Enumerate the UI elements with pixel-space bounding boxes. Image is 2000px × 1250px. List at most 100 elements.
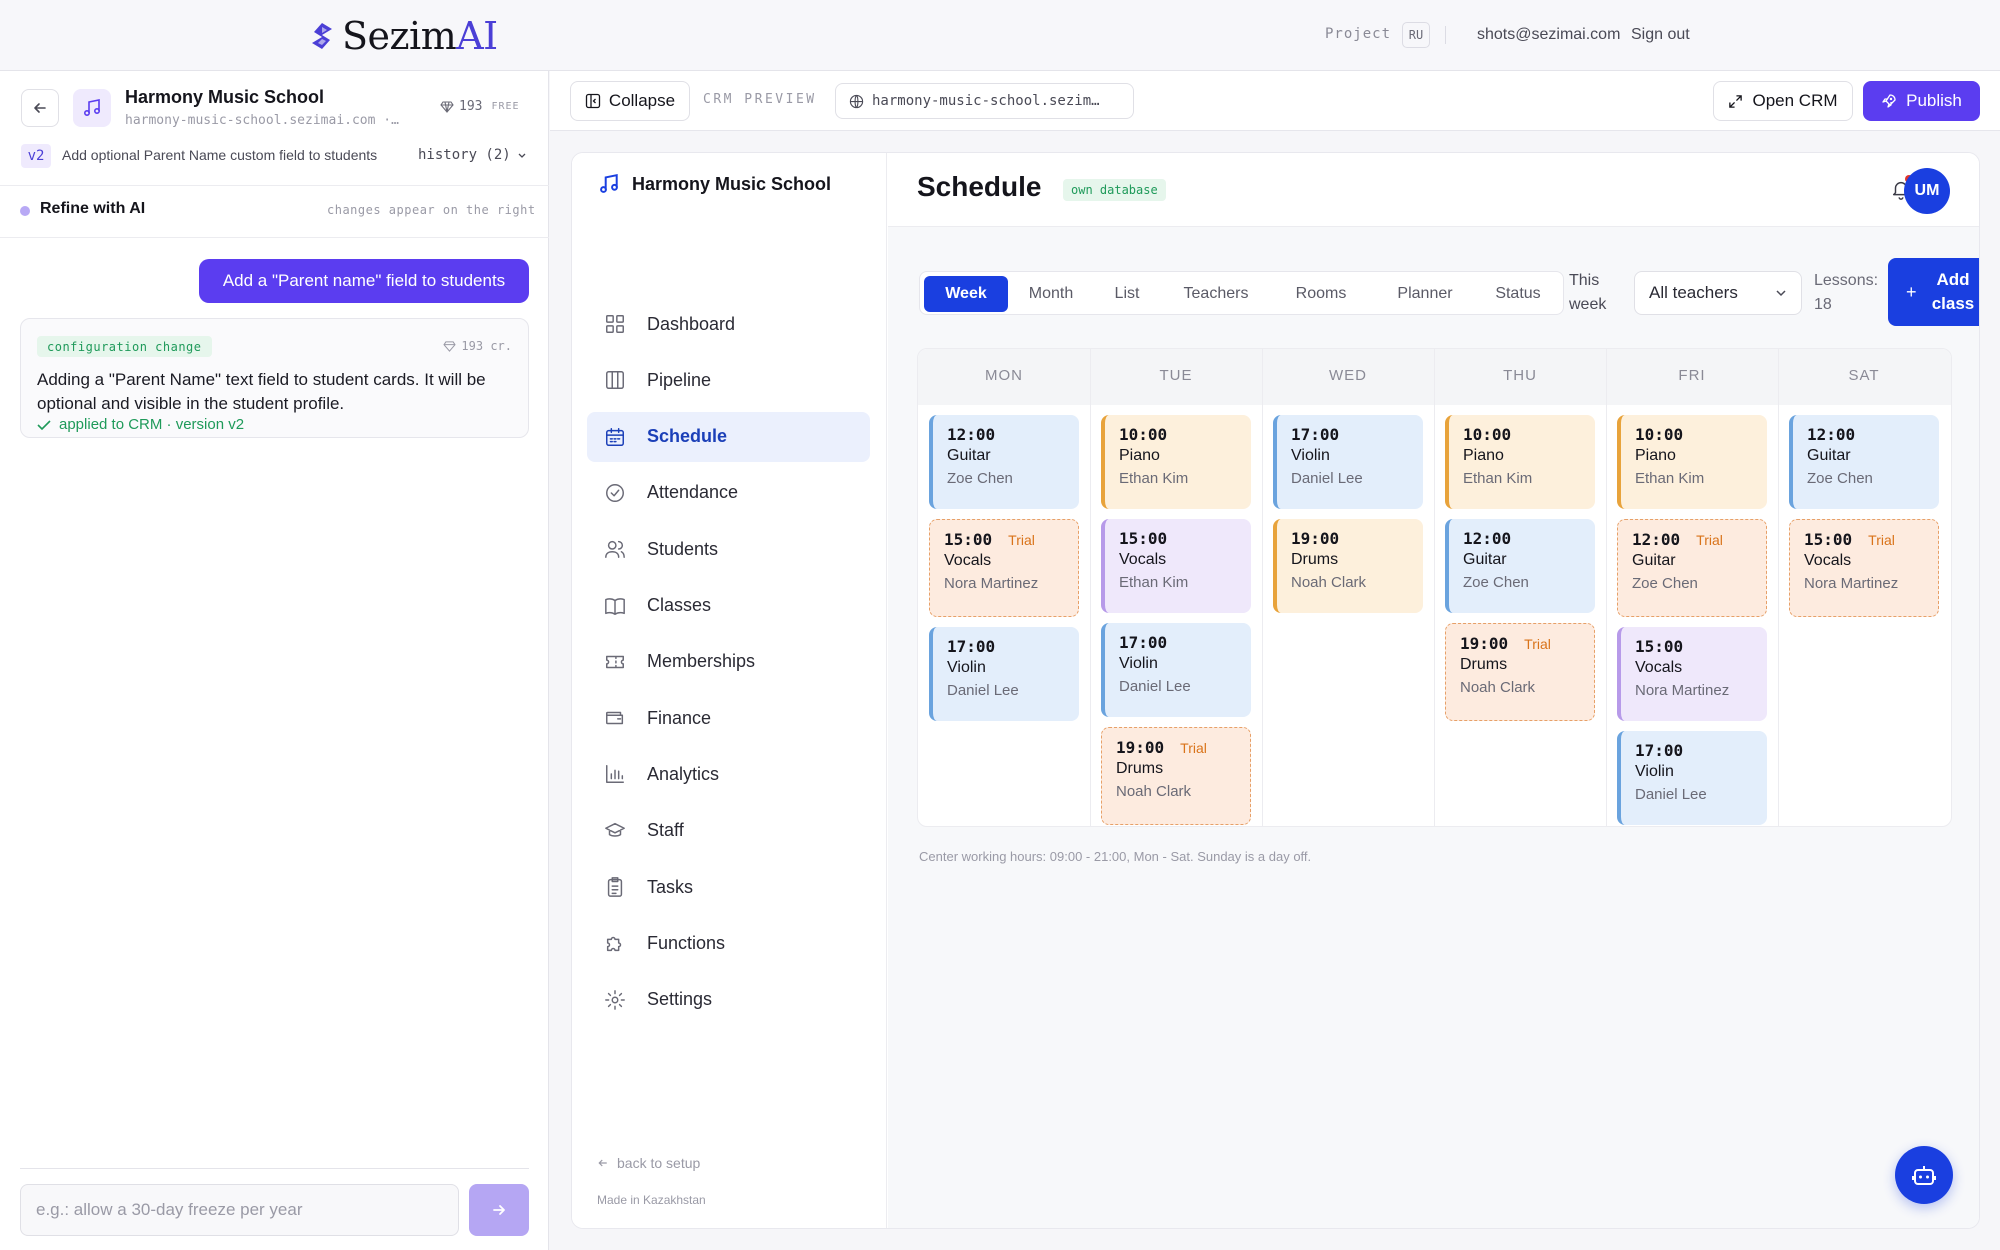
lesson-time: 10:00 <box>1463 425 1512 444</box>
lesson-course: Drums <box>1460 656 1508 673</box>
tab-rooms[interactable]: Rooms <box>1295 285 1347 302</box>
day-header-wed: WED <box>1329 367 1367 384</box>
collapse-button[interactable]: Collapse <box>570 81 690 121</box>
project-name: Harmony Music School <box>125 87 325 107</box>
credits-value: 193 <box>459 99 483 114</box>
open-crm-label: Open CRM <box>1752 91 1838 110</box>
sidebar-item-functions[interactable]: Functions <box>587 918 870 968</box>
sidebar-item-tasks[interactable]: Tasks <box>587 862 870 912</box>
lesson-card[interactable]: 19:00 Trial Drums Noah Clark <box>1101 727 1251 825</box>
lesson-card[interactable]: 15:00 Trial Vocals Nora Martinez <box>929 519 1079 617</box>
back-to-setup-label: back to setup <box>617 1155 701 1171</box>
open-crm-button[interactable]: Open CRM <box>1713 81 1853 121</box>
language-switch[interactable]: RU <box>1402 22 1430 48</box>
lesson-card[interactable]: 15:00 Trial Vocals Nora Martinez <box>1789 519 1939 617</box>
back-button[interactable] <box>21 89 59 127</box>
puzzle-icon <box>603 931 627 955</box>
ai-response-card: configuration change 193 cr. Adding a "P… <box>20 318 529 438</box>
publish-label: Publish <box>1906 91 1962 110</box>
trial-badge: Trial <box>1696 532 1723 548</box>
crm-main: Schedule own database UM Week Month List Te… <box>888 153 1979 1228</box>
tab-planner[interactable]: Planner <box>1397 285 1453 302</box>
lesson-course: Vocals <box>1119 551 1167 568</box>
users-icon <box>603 537 627 561</box>
lesson-card[interactable]: 15:00 Vocals Nora Martinez <box>1617 627 1767 721</box>
lesson-card[interactable]: 17:00 Violin Daniel Lee <box>929 627 1079 721</box>
chat-input[interactable]: e.g.: allow a 30-day freeze per year <box>20 1184 459 1236</box>
sidebar-item-analytics[interactable]: Analytics <box>587 749 870 799</box>
day-header-thu: THU <box>1503 367 1537 384</box>
sidebar-item-dashboard[interactable]: Dashboard <box>587 299 870 349</box>
lesson-card[interactable]: 19:00 Trial Drums Noah Clark <box>1445 623 1595 721</box>
lesson-time: 19:00 Trial <box>1116 738 1207 757</box>
lesson-card[interactable]: 10:00 Piano Ethan Kim <box>1101 415 1251 509</box>
lesson-teacher: Zoe Chen <box>1632 575 1698 592</box>
tab-week[interactable]: Week <box>924 276 1008 312</box>
sidebar-item-students[interactable]: Students <box>587 524 870 574</box>
config-change-tag: configuration change <box>37 336 212 357</box>
lesson-time: 17:00 <box>947 637 996 656</box>
lesson-card[interactable]: 17:00 Violin Daniel Lee <box>1617 731 1767 825</box>
sign-out-link[interactable]: Sign out <box>1631 26 1690 43</box>
tab-teachers[interactable]: Teachers <box>1183 285 1249 302</box>
tab-status[interactable]: Status <box>1495 285 1541 302</box>
project-label: Project <box>1325 26 1392 42</box>
lesson-card[interactable]: 12:00 Guitar Zoe Chen <box>929 415 1079 509</box>
crm-preview-label: CRM PREVIEW <box>703 92 817 107</box>
lesson-card[interactable]: 12:00 Guitar Zoe Chen <box>1445 519 1595 613</box>
lesson-card[interactable]: 10:00 Piano Ethan Kim <box>1617 415 1767 509</box>
sidebar-item-staff[interactable]: Staff <box>587 806 870 856</box>
send-button[interactable] <box>469 1184 529 1236</box>
sidebar-item-attendance[interactable]: Attendance <box>587 468 870 518</box>
sidebar-item-memberships[interactable]: Memberships <box>587 637 870 687</box>
sidebar-item-label: Settings <box>647 989 713 1010</box>
lesson-time: 12:00 Trial <box>1632 530 1723 549</box>
version-description: Add optional Parent Name custom field to… <box>62 147 378 163</box>
sidebar-item-pipeline[interactable]: Pipeline <box>587 355 870 405</box>
ai-assistant-button[interactable] <box>1895 1146 1953 1204</box>
this-week-button[interactable]: This week <box>1569 272 1607 313</box>
sidebar-item-label: Attendance <box>647 482 739 503</box>
sidebar-item-finance[interactable]: Finance <box>587 693 870 743</box>
lesson-card[interactable]: 19:00 Drums Noah Clark <box>1273 519 1423 613</box>
sezimai-logo[interactable]: SezimAI <box>310 14 498 58</box>
preview-url[interactable]: harmony-music-school.sezim… <box>835 83 1134 119</box>
add-class-button[interactable]: + Add class <box>1888 258 1979 326</box>
lesson-card[interactable]: 10:00 Piano Ethan Kim <box>1445 415 1595 509</box>
lesson-course: Violin <box>947 659 986 676</box>
crm-preview-frame: Harmony Music School Dashboard Pipeline Sc… <box>571 152 1980 1229</box>
column-divider <box>1778 349 1779 826</box>
logo-text: SezimAI <box>342 14 498 58</box>
publish-button[interactable]: Publish <box>1863 81 1980 121</box>
sidebar-item-settings[interactable]: Settings <box>587 975 870 1025</box>
sidebar-item-classes[interactable]: Classes <box>587 581 870 631</box>
lesson-card[interactable]: 17:00 Violin Daniel Lee <box>1273 415 1423 509</box>
avatar[interactable]: UM <box>1904 168 1950 214</box>
config-description: Adding a "Parent Name" text field to stu… <box>37 370 486 413</box>
week-calendar: MON TUE WED THU FRI SAT 12:00 Guitar Zoe Chen 15:… <box>917 348 1952 827</box>
applied-status: applied to CRM · version v2 <box>37 416 244 433</box>
column-divider <box>1262 349 1263 826</box>
lesson-card[interactable]: 12:00 Guitar Zoe Chen <box>1789 415 1939 509</box>
tab-list[interactable]: List <box>1114 285 1140 302</box>
sidebar-item-schedule[interactable]: Schedule <box>587 411 870 462</box>
sidebar-item-label: Pipeline <box>647 369 712 390</box>
made-in-label: Made in Kazakhstan <box>597 1193 706 1207</box>
lesson-card[interactable]: 12:00 Trial Guitar Zoe Chen <box>1617 519 1767 617</box>
lesson-card[interactable]: 17:00 Violin Daniel Lee <box>1101 623 1251 717</box>
history-dropdown[interactable]: history (2) <box>418 147 527 163</box>
back-to-setup-link[interactable]: back to setup <box>597 1155 700 1171</box>
column-divider <box>1434 349 1435 826</box>
tab-month[interactable]: Month <box>1028 285 1074 302</box>
project-domain: harmony-music-school.sezimai.com ·… <box>125 113 399 128</box>
lesson-time: 17:00 <box>1291 425 1340 444</box>
sidebar-item-label: Staff <box>647 820 684 841</box>
chevron-down-icon <box>518 153 526 158</box>
teacher-filter-select[interactable]: All teachers <box>1634 271 1802 315</box>
lesson-teacher: Daniel Lee <box>1291 470 1363 487</box>
lesson-teacher: Noah Clark <box>1291 574 1367 591</box>
lesson-time: 10:00 <box>1119 425 1168 444</box>
user-email: shots@sezimai.com <box>1477 26 1621 43</box>
lesson-course: Violin <box>1635 763 1674 780</box>
lesson-card[interactable]: 15:00 Vocals Ethan Kim <box>1101 519 1251 613</box>
